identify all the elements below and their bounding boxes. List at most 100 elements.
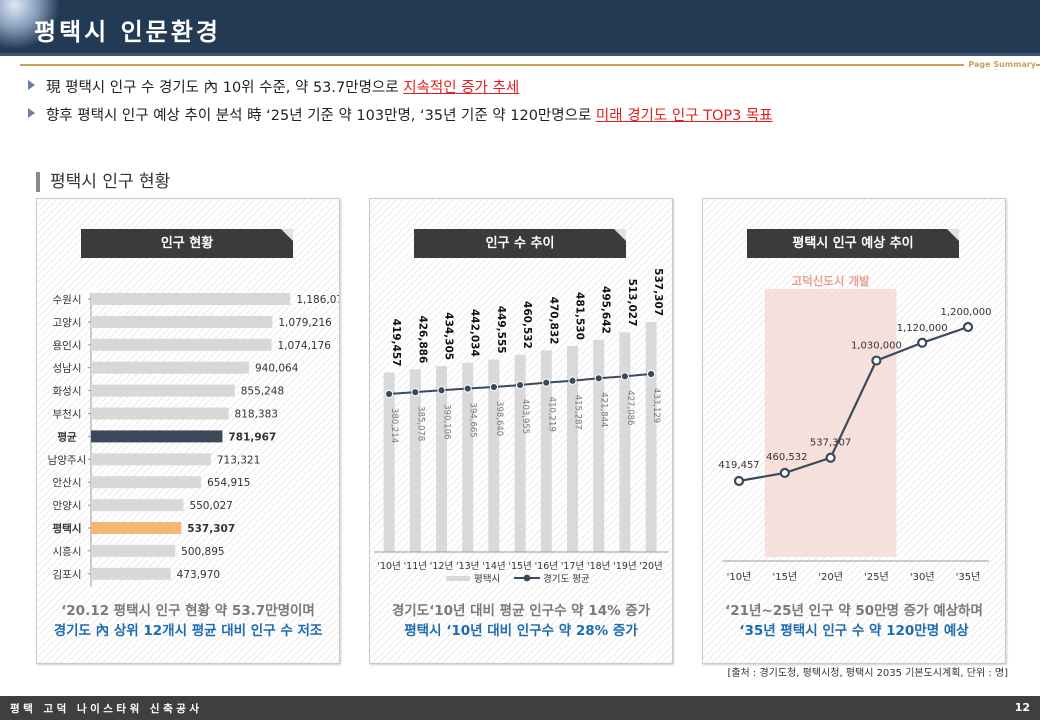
line-value-label: 398,640 [494, 401, 504, 436]
value-label: 654,915 [207, 477, 250, 489]
bar-value-label: 513,027 [626, 279, 638, 327]
caption-line-1: ‘21년~25년 인구 약 50만명 증가 예상하며 [725, 603, 983, 619]
bar-value-label: 426,886 [416, 315, 428, 363]
panel-title: 인구 현황 [81, 229, 293, 258]
bar-value-label: 495,642 [600, 286, 612, 334]
caption-line-1: ‘20.12 평택시 인구 현황 약 53.7만명이며 [61, 603, 315, 619]
legend-swatch-point [523, 574, 531, 582]
line-value-label: 410,219 [546, 397, 556, 432]
bar [91, 476, 202, 489]
bar-value-label: 419,457 [390, 319, 402, 367]
bar [91, 315, 273, 328]
forecast-value-label: 1,030,000 [851, 341, 902, 352]
bar [91, 499, 184, 512]
category-label: 안산시 [53, 477, 82, 489]
value-label: 855,248 [241, 386, 284, 398]
population-forecast-chart: 고덕신도시 개발 '10년 '15년 '20년 '25년 '30년 '35년 419,457 4… [718, 274, 992, 583]
bar [540, 350, 552, 552]
average-point [385, 389, 394, 399]
panel-title: 인구 수 추이 [414, 229, 626, 258]
x-tick-label: '14년 [482, 561, 505, 572]
bar [436, 366, 447, 552]
title-bar: 평택시 인문환경 [0, 0, 1040, 56]
legend-label: 경기도 평균 [543, 573, 590, 585]
average-point [516, 380, 525, 390]
line-value-label: 390,106 [442, 404, 452, 439]
category-label: 고양시 [53, 317, 82, 329]
bar [567, 345, 578, 552]
forecast-point [917, 337, 928, 348]
x-tick-label: '10년 [377, 561, 400, 572]
line-value-label: 433,129 [651, 388, 661, 423]
forecast-value-label: 460,532 [766, 452, 807, 463]
category-label: 용인시 [53, 340, 82, 352]
bar-value-label: 442,034 [469, 309, 481, 357]
value-label: 1,186,078 [296, 294, 339, 306]
bullet-highlight: 미래 경기도 인구 TOP3 목표 [595, 108, 773, 124]
bar-value-label: 481,530 [574, 292, 586, 340]
footer-project-name: 평택 고덕 나이스타워 신축공사 [10, 703, 203, 715]
panel-caption: 경기도‘10년 대비 평균 인구수 약 14% 증가 평택시 ‘10년 대비 인… [370, 601, 672, 641]
value-label: 500,895 [181, 546, 224, 558]
population-status-panel: 인구 현황 수원시 1,186,078 고양시 1,079,216 용인시 1,074,1… [36, 198, 340, 664]
page-title: 평택시 인문환경 [34, 18, 221, 46]
x-tick-label: '19년 [613, 561, 636, 572]
average-point [620, 372, 629, 381]
arrow-bullet-icon [28, 80, 35, 90]
x-tick-label: '13년 [456, 561, 479, 572]
caption-line-1: 경기도‘10년 대비 평균 인구수 약 14% 증가 [391, 603, 651, 619]
page-summary-label: Page Summary [964, 60, 1036, 69]
forecast-line [738, 325, 969, 483]
bar [91, 430, 223, 443]
category-label: 평균 [57, 430, 77, 443]
forecast-point [733, 475, 745, 487]
arrow-bullet-icon [28, 108, 35, 118]
bar [91, 453, 211, 466]
x-tick-label: '12년 [430, 561, 453, 572]
average-point [411, 388, 420, 397]
bar [91, 384, 235, 397]
value-label: 537,307 [187, 523, 235, 535]
shaded-period-label: 고덕신도시 개발 [792, 274, 870, 288]
value-label: 818,383 [235, 409, 278, 421]
line-value-label: 421,844 [599, 392, 609, 427]
page-number: 12 [1014, 701, 1030, 714]
x-tick-label: '15년 [772, 571, 797, 583]
bar [488, 359, 500, 552]
x-tick-label: '30년 [910, 571, 935, 583]
category-label: 평택시 [53, 522, 82, 535]
title-bar-stripe [0, 53, 1040, 56]
value-label: 781,967 [228, 431, 276, 443]
line-value-label: 385,078 [415, 406, 425, 441]
bar [91, 544, 176, 557]
average-point [489, 382, 499, 392]
legend-label: 평택시 [474, 574, 500, 585]
summary-bullets: 現 평택시 인구 수 경기도 內 10위 수준, 약 53.7만명으로 지속적인… [24, 76, 773, 132]
legend-swatch-bar [446, 576, 470, 581]
panel-caption: ‘21년~25년 인구 약 50만명 증가 예상하며 ‘35년 평택시 인구 수… [703, 601, 1005, 641]
forecast-point [825, 452, 836, 463]
bullet-text: 향후 평택시 인구 예상 추이 분석 時 ‘25년 기준 약 103만명, ‘3… [46, 108, 596, 124]
bar-value-label: 470,832 [547, 297, 559, 345]
bar [91, 407, 229, 420]
value-label: 713,321 [217, 454, 260, 466]
forecast-value-label: 1,120,000 [897, 323, 948, 334]
average-point [647, 369, 656, 379]
x-tick-label: '11년 [404, 561, 427, 572]
line-value-label: 403,955 [520, 399, 530, 434]
bar [645, 322, 657, 552]
bar-value-label: 460,532 [521, 301, 533, 349]
summary-bullet-1: 現 평택시 인구 수 경기도 內 10위 수준, 약 53.7만명으로 지속적인… [24, 76, 773, 96]
category-label: 수원시 [53, 294, 82, 306]
value-label: 1,079,216 [278, 317, 332, 329]
footer-bar: 평택 고덕 나이스타워 신축공사 12 [0, 696, 1040, 720]
population-trend-panel: 인구 수 추이 419,457 380,214 '10년 426,886 385,078… [369, 198, 673, 664]
section-title: 평택시 인구 현황 [36, 172, 170, 192]
category-label: 남양주시 [48, 454, 87, 466]
forecast-value-label: 1,200,000 [941, 307, 992, 318]
average-point [437, 386, 446, 395]
forecast-point [779, 467, 790, 478]
shaded-period [764, 289, 897, 557]
bar [91, 361, 249, 374]
forecast-point [962, 321, 974, 333]
